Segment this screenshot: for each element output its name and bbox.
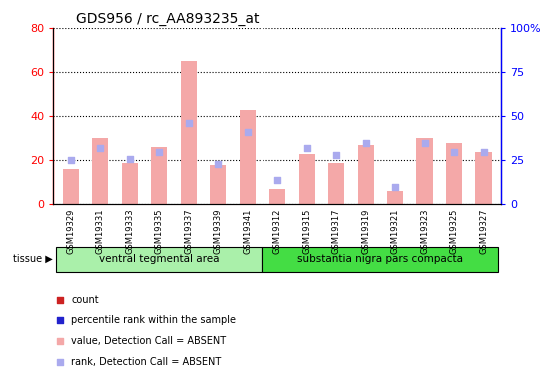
Text: GSM19321: GSM19321 <box>390 209 400 254</box>
Text: GSM19327: GSM19327 <box>479 209 488 254</box>
Point <box>214 161 223 167</box>
Text: percentile rank within the sample: percentile rank within the sample <box>71 315 236 326</box>
Point <box>420 140 429 146</box>
Point <box>450 148 459 154</box>
Bar <box>181 61 197 204</box>
Text: GDS956 / rc_AA893235_at: GDS956 / rc_AA893235_at <box>76 12 259 26</box>
Text: GSM19329: GSM19329 <box>67 209 76 254</box>
Text: substantia nigra pars compacta: substantia nigra pars compacta <box>297 254 463 264</box>
Point <box>184 120 193 126</box>
Point <box>96 145 105 151</box>
Bar <box>122 162 138 204</box>
Text: ventral tegmental area: ventral tegmental area <box>99 254 220 264</box>
Point <box>334 83 343 89</box>
Text: GSM19323: GSM19323 <box>420 209 429 254</box>
Point <box>332 152 340 158</box>
Text: rank, Detection Call = ABSENT: rank, Detection Call = ABSENT <box>71 357 221 367</box>
Point <box>361 140 370 146</box>
Point <box>125 156 134 162</box>
Text: GSM19325: GSM19325 <box>450 209 459 254</box>
Text: GSM19337: GSM19337 <box>184 209 193 255</box>
Bar <box>210 165 226 204</box>
Bar <box>92 138 109 204</box>
Bar <box>269 189 285 204</box>
Bar <box>387 191 403 204</box>
Bar <box>240 110 256 204</box>
Point <box>302 145 311 151</box>
Point <box>479 148 488 154</box>
Text: GSM19317: GSM19317 <box>332 209 340 254</box>
Text: GSM19331: GSM19331 <box>96 209 105 254</box>
Point <box>155 148 164 154</box>
Bar <box>63 169 79 204</box>
Text: GSM19312: GSM19312 <box>273 209 282 254</box>
Text: count: count <box>71 295 99 305</box>
Bar <box>357 145 374 204</box>
Text: GSM19339: GSM19339 <box>214 209 223 254</box>
Text: tissue ▶: tissue ▶ <box>13 254 53 264</box>
Point <box>334 271 343 277</box>
Point <box>391 184 400 190</box>
Text: value, Detection Call = ABSENT: value, Detection Call = ABSENT <box>71 336 226 346</box>
Bar <box>298 154 315 204</box>
Bar <box>475 152 492 204</box>
Text: GSM19341: GSM19341 <box>243 209 252 254</box>
Text: GSM19333: GSM19333 <box>125 209 134 255</box>
Point <box>243 129 252 135</box>
Bar <box>446 143 462 204</box>
Bar <box>56 247 263 272</box>
Bar <box>328 162 344 204</box>
Bar <box>417 138 433 204</box>
Bar <box>263 247 498 272</box>
Point <box>273 177 282 183</box>
Text: GSM19319: GSM19319 <box>361 209 370 254</box>
Point <box>67 158 76 164</box>
Bar <box>151 147 167 204</box>
Text: GSM19315: GSM19315 <box>302 209 311 254</box>
Text: GSM19335: GSM19335 <box>155 209 164 254</box>
